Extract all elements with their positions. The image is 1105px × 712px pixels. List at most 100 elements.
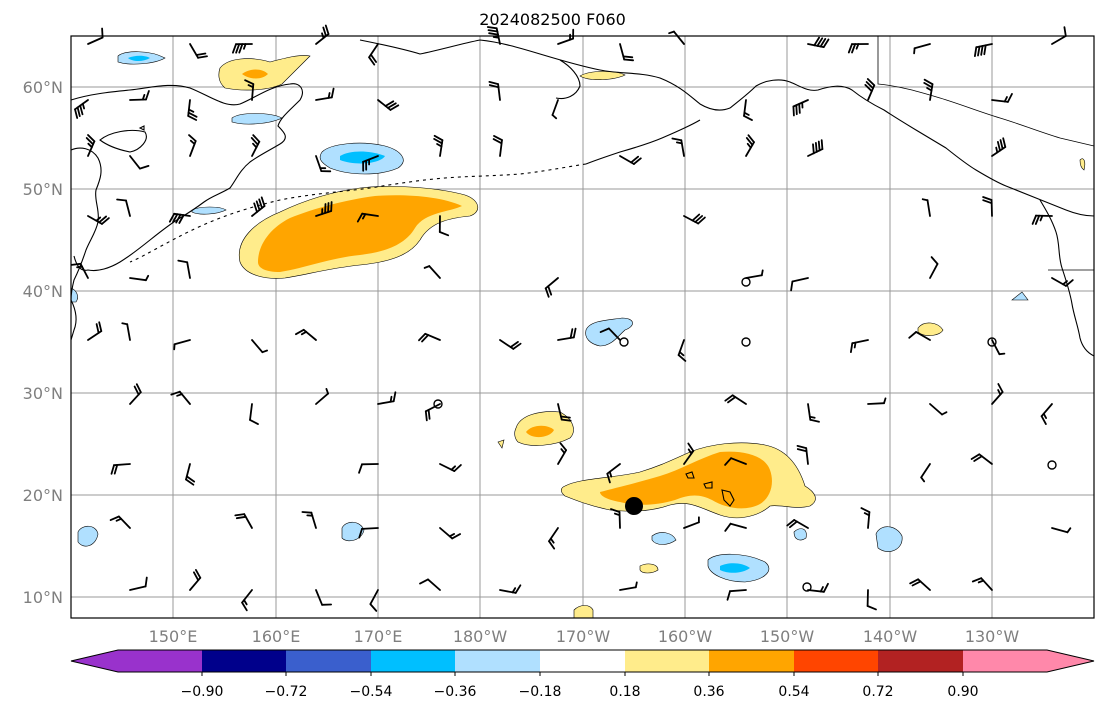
wind-barb-feather <box>145 90 150 101</box>
wind-barb-shaft <box>249 403 253 421</box>
wind-barb-feather <box>850 342 854 354</box>
wind-barb-feather <box>322 26 327 37</box>
wind-barb-feather <box>133 385 140 396</box>
wind-barb-feather <box>141 94 146 101</box>
wind-barb-feather <box>433 134 444 142</box>
lon-label-150e: 150°E <box>149 627 198 646</box>
wind-barb-feather <box>572 327 577 339</box>
wind-barb-feather <box>235 43 241 54</box>
positive-core-north <box>242 69 268 79</box>
colorbar-tick-label: 0.36 <box>693 684 724 700</box>
wind-barb-feather <box>913 47 916 55</box>
wind-barb-feather <box>81 102 85 110</box>
wind-barb-feather <box>980 45 984 56</box>
wind-barb-shaft <box>427 578 441 591</box>
wind-barb-feather <box>252 142 258 149</box>
wind-barb-shaft <box>791 277 809 283</box>
wind-barb-feather <box>634 581 638 589</box>
wind-barb-feather <box>113 464 119 475</box>
wind-barb-feather <box>847 43 853 54</box>
wind-barb-feather <box>908 331 917 339</box>
negative-region-mid <box>585 317 633 347</box>
negative-core-nw1 <box>128 55 150 61</box>
wind-barb-feather <box>195 52 207 56</box>
wind-barb-feather <box>982 196 993 201</box>
coastline-alaska <box>359 39 1095 217</box>
wind-barb-feather <box>95 323 100 334</box>
wind-barb-feather <box>185 475 196 483</box>
wind-barb-feather <box>243 599 248 606</box>
wind-barb-feather <box>551 114 558 120</box>
wind-barb-feather <box>1034 214 1041 225</box>
wind-barb-feather <box>697 216 706 225</box>
wind-barb-feather <box>121 322 129 326</box>
wind-barb-shaft <box>745 274 763 279</box>
wind-barb-feather <box>853 341 857 349</box>
wind-barb-feather <box>865 81 874 90</box>
wind-barb-shaft <box>926 199 931 217</box>
wind-barb-shaft <box>915 331 931 341</box>
colorbar-segment <box>371 650 455 672</box>
wind-barb-shaft <box>608 327 621 341</box>
wind-barb-feather <box>177 259 189 264</box>
lat-label-20: 20°N <box>23 486 63 505</box>
wind-barb-feather <box>369 603 378 612</box>
coastline-japan-2 <box>70 299 77 341</box>
wind-barb-feather <box>98 215 107 224</box>
wind-barb-feather <box>691 213 701 222</box>
wind-barb-feather <box>488 84 500 89</box>
colorbar-tick-label: −0.54 <box>350 684 393 700</box>
gridlines <box>71 36 1094 618</box>
coastline-okhotsk <box>99 129 147 153</box>
wind-barb-shaft <box>129 155 141 170</box>
negative-region-south5 <box>651 532 677 545</box>
wind-barb-shaft <box>929 403 943 416</box>
wind-barb-feather <box>110 464 115 475</box>
wind-barb-feather <box>851 43 857 54</box>
wind-barb-feather <box>358 463 363 474</box>
lon-label-150w: 150°W <box>760 627 815 646</box>
shaded-fields <box>70 51 1086 619</box>
colorbar-tick-label: 0.18 <box>609 684 640 700</box>
wind-barb-feather <box>608 470 613 478</box>
wind-barb-shaft <box>673 30 685 45</box>
wind-barb-feather <box>493 134 503 142</box>
wind-barb-feather <box>170 390 181 396</box>
wind-barb-feather <box>258 198 263 209</box>
wind-barb-feather <box>610 508 621 513</box>
wind-barb-feather <box>677 354 687 362</box>
wind-barb-feather <box>923 82 933 89</box>
coastline-alaska-peninsula <box>585 119 701 165</box>
wind-barb-feather <box>926 87 933 92</box>
wind-barb-feather <box>511 587 517 594</box>
negative-region-south4 <box>875 526 903 552</box>
negative-region-nw3 <box>191 206 227 215</box>
longitude-labels: 150°E 160°E 170°E 180°W 170°W 160°W 150°… <box>149 627 1020 646</box>
colorbar-segment <box>709 650 794 672</box>
wind-barb-feather <box>745 136 754 146</box>
wind-barb-feather <box>194 569 202 579</box>
wind-barb-feather <box>866 605 877 611</box>
colorbar-extend-min <box>71 650 118 672</box>
wind-barb-feather <box>185 478 195 486</box>
wind-barb-feather <box>724 394 734 402</box>
colorbar-extend-max <box>1047 650 1094 672</box>
wind-barb-shaft <box>729 589 747 593</box>
wind-barb-feather <box>795 104 798 116</box>
wind-barb-feather <box>356 212 364 223</box>
wind-barb-feather <box>424 410 428 422</box>
wind-barb-feather <box>796 444 808 450</box>
wind-barb-shaft <box>129 277 147 282</box>
storm-center-dot <box>625 497 643 515</box>
wind-barb-feather <box>261 349 269 354</box>
wind-barb-feather <box>509 340 519 349</box>
wind-barb-feather <box>1002 137 1007 148</box>
wind-barb-feather <box>98 321 103 333</box>
negative-core-south1 <box>720 563 750 573</box>
wind-barb-feather <box>418 332 427 342</box>
negative-region-south2 <box>341 521 365 542</box>
wind-barb-feather <box>694 215 703 223</box>
colorbar-outline <box>70 649 1095 673</box>
wind-barb-shaft <box>913 43 931 50</box>
wind-barb-feather <box>815 141 818 153</box>
